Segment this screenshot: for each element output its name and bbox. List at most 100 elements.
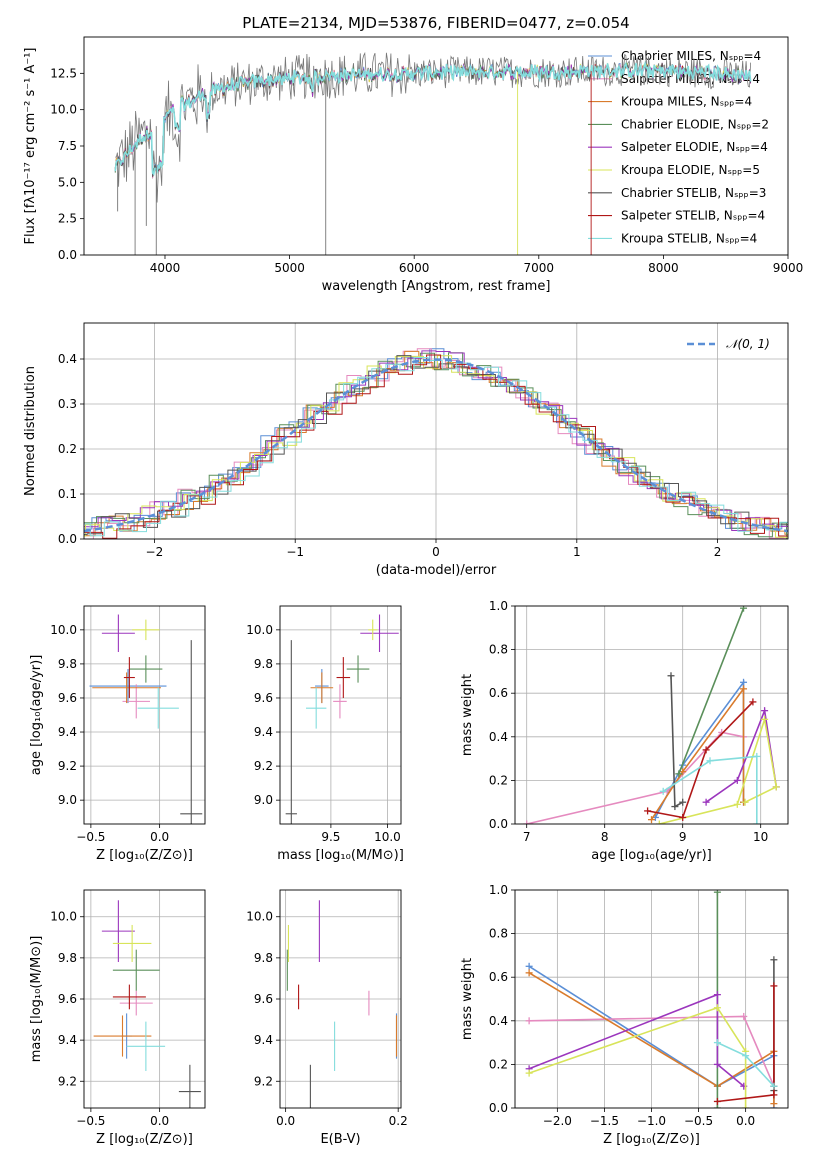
- residuals-xtick-label: 2: [714, 545, 722, 559]
- weight-vs-age-ytick-label: 0.8: [489, 643, 508, 657]
- weight-vs-age-xtick-label: 8: [601, 830, 609, 844]
- age-vs-z-frame: [83, 605, 206, 825]
- residuals-xtick-label: −1: [286, 545, 304, 559]
- age-vs-z-points: [89, 614, 203, 824]
- residuals-ytick-label: 0.2: [58, 442, 77, 456]
- weight-vs-z-axes: −2.0 −1.5 −1.0 −0.5 0.0 0.0 0.2 0.4 0.6 0.8 1.0 Z […: [460, 883, 788, 1147]
- weight-vs-z-ytick-label: 0.0: [489, 1101, 508, 1115]
- residual-hist-step: [84, 354, 788, 539]
- spectrum-xtick-label: 8000: [648, 261, 679, 275]
- legend-label: Salpeter ELODIE, Nₛₚₚ=4: [621, 140, 768, 154]
- mass-vs-z-ytick-label: 10.0: [50, 910, 77, 924]
- age-vs-z-ytick-label: 9.2: [58, 759, 77, 773]
- spectrum-ytick-label: 10.0: [50, 103, 77, 117]
- weight-series-line: [659, 719, 778, 824]
- legend-label: Kroupa STELIB, Nₛₚₚ=4: [621, 231, 757, 245]
- legend-label: Kroupa MILES, Nₛₚₚ=4: [621, 95, 752, 109]
- residuals-axes: −2 −1 0 1 2 0.0 0.1 0.2 0.3 0.4 (data-model)/error…: [23, 323, 788, 578]
- mass-vs-ebv-ytick-label: 9.4: [254, 1033, 273, 1047]
- residual-histograms: [84, 348, 788, 539]
- age-vs-mass-axes: 9.5 10.0 9.0 9.2 9.4 9.6 9.8 10.0 mass [log₁₀(M/…: [246, 606, 404, 863]
- spectrum-frame: [83, 36, 789, 256]
- spectrum-xtick-label: 9000: [773, 261, 804, 275]
- spectrum-xtick-label: 7000: [524, 261, 555, 275]
- residual-hist-step: [84, 355, 788, 538]
- mass-vs-z-frame: [83, 889, 206, 1109]
- residual-hist-step: [84, 352, 788, 539]
- weight-vs-z-xtick-label: −1.0: [637, 1114, 666, 1128]
- age-vs-z-ylabel: age [log₁₀(age/yr)]: [29, 655, 44, 776]
- residuals-frame: [83, 322, 789, 540]
- spectrum-model-line: [114, 60, 752, 176]
- weight-vs-age-xlabel: age [log₁₀(age/yr)]: [591, 848, 712, 863]
- spectrum-xlabel: wavelength [Angstrom, rest frame]: [322, 279, 551, 294]
- age-vs-mass-ytick-label: 9.0: [254, 793, 273, 807]
- residuals-xtick-label: 1: [573, 545, 581, 559]
- legend-label: Kroupa ELODIE, Nₛₚₚ=5: [621, 163, 760, 177]
- legend-label: Chabrier STELIB, Nₛₚₚ=3: [621, 186, 766, 200]
- gaussian-legend-label: 𝒩(0, 1): [726, 337, 770, 351]
- spectrum-data-line: [115, 51, 751, 203]
- weight-vs-z-xtick-label: −2.0: [543, 1114, 572, 1128]
- weight-vs-age-xtick-label: 7: [523, 830, 531, 844]
- weight-vs-z-xtick-label: −0.5: [684, 1114, 713, 1128]
- legend-label: Chabrier ELODIE, Nₛₚₚ=2: [621, 117, 769, 131]
- mass-vs-ebv-xlabel: E(B-V): [320, 1132, 360, 1147]
- spectrum-xtick-label: 4000: [150, 261, 181, 275]
- weight-vs-age-frame: [514, 605, 789, 825]
- weight-vs-z-ytick-label: 1.0: [489, 883, 508, 897]
- mass-vs-z-ytick-label: 9.8: [58, 951, 77, 965]
- spectrum-lines: [114, 51, 752, 255]
- age-vs-mass-ytick-label: 10.0: [246, 623, 273, 637]
- weight-vs-age-xtick-label: 10: [753, 830, 768, 844]
- weight-series-line: [650, 686, 745, 821]
- weight-vs-z-ytick-label: 0.8: [489, 927, 508, 941]
- weight-vs-age-ytick-label: 1.0: [489, 599, 508, 613]
- weight-series-line: [647, 701, 754, 819]
- spectrum-ytick-label: 7.5: [58, 139, 77, 153]
- residuals-xlabel: (data-model)/error: [376, 563, 497, 578]
- gaussian-curve: [84, 358, 788, 533]
- age-vs-z-xlabel: Z [log₁₀(Z/Z⊙)]: [96, 848, 193, 863]
- weight-vs-z-lines: [525, 890, 778, 1108]
- residuals-ytick-label: 0.4: [58, 352, 77, 366]
- legend-label: Salpeter STELIB, Nₛₚₚ=4: [621, 209, 765, 223]
- age-vs-z-ytick-label: 9.8: [58, 657, 77, 671]
- mass-vs-z-xtick-label: 0.0: [150, 1114, 169, 1128]
- spectrum-xtick-label: 6000: [399, 261, 430, 275]
- mass-vs-z-ylabel: mass [log₁₀(M/M⊙)]: [29, 936, 44, 1063]
- mass-vs-ebv-ytick-label: 10.0: [246, 910, 273, 924]
- age-vs-mass-ytick-label: 9.4: [254, 725, 273, 739]
- weight-vs-age-ylabel: mass weight: [460, 674, 475, 756]
- age-vs-z-xtick-label: 0.0: [150, 830, 169, 844]
- age-vs-z-axes: −0.5 0.0 9.0 9.2 9.4 9.6 9.8 10.0 Z [log₁₀(Z/Z⊙)…: [29, 606, 205, 863]
- age-vs-mass-ytick-label: 9.2: [254, 759, 273, 773]
- spectrum-ytick-label: 0.0: [58, 248, 77, 262]
- age-vs-mass-xtick-label: 9.5: [321, 830, 340, 844]
- mass-vs-z-ytick-label: 9.6: [58, 992, 77, 1006]
- residual-hist-step: [84, 350, 788, 537]
- age-vs-z-ytick-label: 9.0: [58, 793, 77, 807]
- mass-vs-ebv-ytick-label: 9.8: [254, 951, 273, 965]
- weight-vs-z-xtick-label: −1.5: [590, 1114, 619, 1128]
- residuals-ytick-label: 0.3: [58, 397, 77, 411]
- legend-label: Chabrier MILES, Nₛₚₚ=4: [621, 49, 761, 63]
- weight-vs-z-ytick-label: 0.6: [489, 970, 508, 984]
- weight-vs-z-frame: [514, 889, 789, 1109]
- weight-vs-age-ytick-label: 0.0: [489, 817, 508, 831]
- weight-vs-z-xlabel: Z [log₁₀(Z/Z⊙)]: [603, 1132, 700, 1147]
- weight-vs-age-ytick-label: 0.4: [489, 730, 508, 744]
- weight-series-line: [528, 993, 745, 1087]
- weight-vs-age-xtick-label: 9: [679, 830, 687, 844]
- mass-vs-ebv-xtick-label: 0.0: [276, 1114, 295, 1128]
- spectrum-ylabel: Flux [fλ10⁻¹⁷ erg cm⁻² s⁻¹ A⁻¹]: [23, 48, 38, 245]
- residuals-ytick-label: 0.0: [58, 532, 77, 546]
- mass-vs-ebv-xtick-label: 0.2: [389, 1114, 408, 1128]
- weight-vs-z-xtick-label: 0.0: [736, 1114, 755, 1128]
- residuals-xtick-label: −2: [146, 545, 164, 559]
- spectrum-xtick-label: 5000: [274, 261, 305, 275]
- spectrum-axes: 4000 5000 6000 7000 8000 9000 0.0 2.5 5.0 7.5 10.0…: [23, 48, 803, 295]
- age-vs-mass-frame: [279, 605, 402, 825]
- residual-hist-step: [84, 357, 788, 537]
